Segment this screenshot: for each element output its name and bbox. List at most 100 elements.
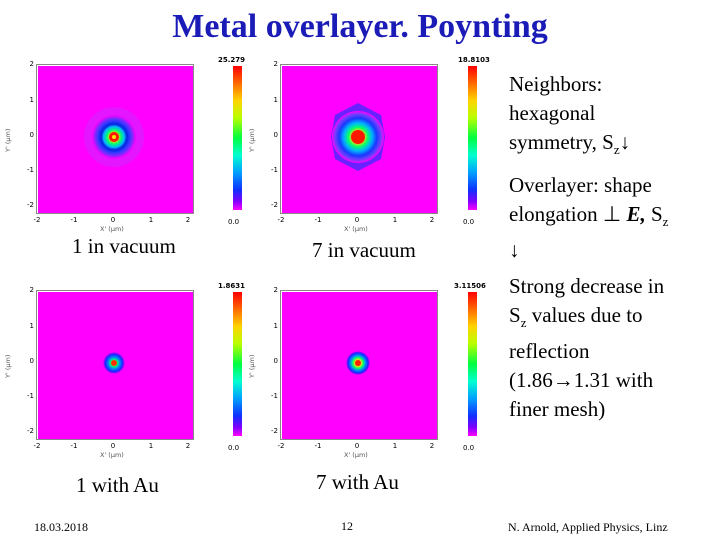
x-tick: -2 xyxy=(277,216,285,224)
y-tick: 2 xyxy=(273,60,278,68)
caption-1-with-au: 1 with Au xyxy=(76,473,159,497)
y-tick: 2 xyxy=(273,286,278,294)
x-axis-label: X' (µm) xyxy=(100,225,124,233)
y-tick: 0 xyxy=(273,131,278,139)
field-map-plot xyxy=(36,290,194,440)
down-arrow-icon: ↓ xyxy=(619,130,631,154)
footer-date: 18.03.2018 xyxy=(34,520,88,534)
y-tick: 2 xyxy=(29,60,34,68)
x-tick: 2 xyxy=(429,216,435,224)
y-tick: 0 xyxy=(29,131,34,139)
x-tick: -1 xyxy=(314,216,322,224)
x-axis-label: X' (µm) xyxy=(344,225,368,233)
x-tick: 0 xyxy=(110,442,116,450)
field-map-plot xyxy=(36,64,194,214)
colorbar-min: 0.0 xyxy=(228,444,240,452)
caption-7-in-vacuum: 7 in vacuum xyxy=(312,238,416,262)
note-line: (1.86→1.31 with xyxy=(509,366,709,395)
colorbar-max: 3.11506 xyxy=(454,282,486,290)
subscript: z xyxy=(520,315,527,331)
x-tick: -1 xyxy=(70,442,78,450)
note-text: symmetry, S xyxy=(509,130,614,154)
colorbar-min: 0.0 xyxy=(463,444,475,452)
x-tick: -2 xyxy=(277,442,285,450)
plot-panel-1-with-au: Y' (µm) 2 1 0 -1 -2 -2 -1 0 1 2 X' (µm) … xyxy=(0,282,246,460)
colorbar-min: 0.0 xyxy=(228,218,240,226)
y-axis-label: Y' (µm) xyxy=(248,128,256,152)
field-map-plot xyxy=(280,64,438,214)
x-tick: 2 xyxy=(185,216,191,224)
y-tick: 2 xyxy=(29,286,34,294)
subscript: z xyxy=(662,214,669,230)
note-text: values due to xyxy=(526,303,643,327)
y-tick: 1 xyxy=(29,322,34,330)
note-line: reflection xyxy=(509,339,590,364)
x-tick: -1 xyxy=(314,442,322,450)
y-tick: -1 xyxy=(271,392,278,400)
field-map-image xyxy=(346,351,370,375)
y-tick: -2 xyxy=(27,201,34,209)
note-text: S xyxy=(645,202,663,226)
colorbar xyxy=(233,66,242,210)
x-tick: 2 xyxy=(429,442,435,450)
x-tick: 0 xyxy=(354,216,360,224)
y-tick: -2 xyxy=(271,201,278,209)
colorbar xyxy=(468,292,477,436)
y-axis-label: Y' (µm) xyxy=(248,354,256,378)
note-text: S xyxy=(509,303,521,327)
colorbar-min: 0.0 xyxy=(463,218,475,226)
note-overlayer: Overlayer: shape elongation ⊥ E, Sz ↓ xyxy=(509,171,709,265)
y-axis-label: Y' (µm) xyxy=(4,128,12,152)
colorbar-max: 18.8103 xyxy=(458,56,490,64)
y-tick: 0 xyxy=(273,357,278,365)
note-line: elongation ⊥ E, Sz xyxy=(509,200,709,236)
colorbar xyxy=(468,66,477,210)
note-line: finer mesh) xyxy=(509,397,606,422)
plot-panel-7-in-vacuum: Y' (µm) 2 1 0 -1 -2 -2 -1 0 1 2 xyxy=(244,56,490,234)
y-tick: -1 xyxy=(271,166,278,174)
field-map-image xyxy=(331,103,385,171)
y-tick: -2 xyxy=(271,427,278,435)
note-decrease: Strong decrease in Sz values due to refl… xyxy=(509,272,709,424)
note-line: Sz values due to xyxy=(509,301,709,337)
x-tick: 1 xyxy=(392,442,398,450)
note-line: Neighbors: xyxy=(509,72,603,96)
y-tick: 1 xyxy=(29,96,34,104)
down-arrow-icon: ↓ xyxy=(509,238,520,263)
right-arrow-icon: → xyxy=(552,368,574,393)
note-text: elongation xyxy=(509,202,603,226)
colorbar-max: 1.8631 xyxy=(218,282,246,290)
note-line: Overlayer: shape xyxy=(509,173,652,197)
x-tick: -1 xyxy=(70,216,78,224)
colorbar xyxy=(233,292,242,436)
plot-panel-1-in-vacuum: Y' (µm) 2 1 0 -1 -2 -2 -1 xyxy=(0,56,246,234)
slide-title: Metal overlayer. Poynting xyxy=(172,8,548,45)
x-axis-label: X' (µm) xyxy=(100,451,124,459)
x-axis-label: X' (µm) xyxy=(344,451,368,459)
note-text: 1.31 with xyxy=(573,368,654,393)
y-tick: -1 xyxy=(27,166,34,174)
note-neighbors: Neighbors: hexagonal symmetry, Sz↓ xyxy=(509,70,709,164)
y-tick: -1 xyxy=(27,392,34,400)
y-axis-label: Y' (µm) xyxy=(4,354,12,378)
perpendicular-icon: ⊥ xyxy=(602,202,622,226)
x-tick: 1 xyxy=(392,216,398,224)
note-text: (1.86 xyxy=(509,368,553,393)
plot-panel-7-with-au: Y' (µm) 2 1 0 -1 -2 -2 -1 0 1 2 X' (µm) … xyxy=(244,282,486,460)
colorbar-max: 25.279 xyxy=(218,56,246,64)
y-tick: 1 xyxy=(273,96,278,104)
note-text: E, xyxy=(621,202,646,226)
x-tick: 1 xyxy=(148,216,154,224)
x-tick: -2 xyxy=(33,442,41,450)
x-tick: 0 xyxy=(110,216,116,224)
y-tick: 1 xyxy=(273,322,278,330)
caption-7-with-au: 7 with Au xyxy=(316,470,399,494)
x-tick: 0 xyxy=(354,442,360,450)
field-map-image xyxy=(84,107,144,167)
note-line: hexagonal xyxy=(509,101,596,125)
y-tick: 0 xyxy=(29,357,34,365)
footer-credit: N. Arnold, Applied Physics, Linz xyxy=(508,520,668,534)
y-tick: -2 xyxy=(27,427,34,435)
footer-page-number: 12 xyxy=(341,519,353,533)
x-tick: 2 xyxy=(185,442,191,450)
